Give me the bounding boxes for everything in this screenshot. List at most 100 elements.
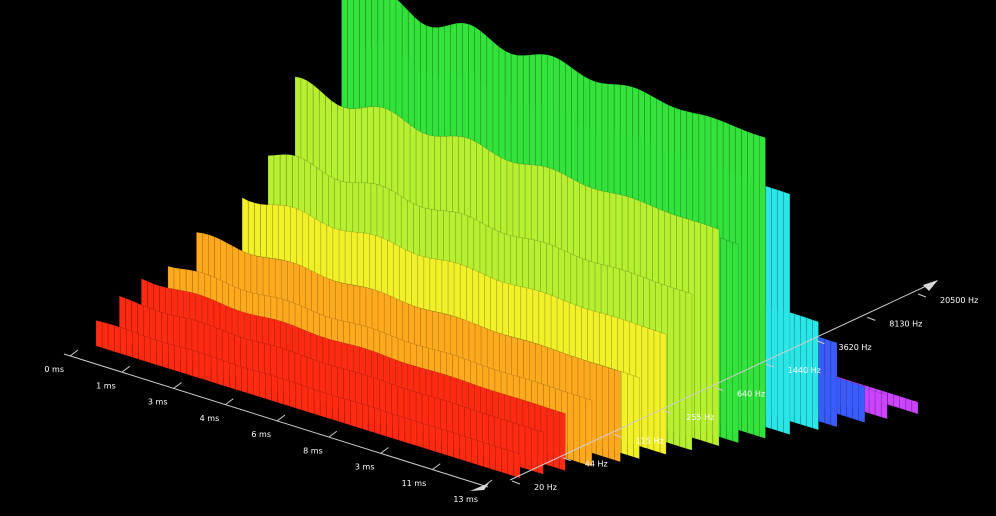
waterfall-panel	[156, 339, 163, 368]
waterfall-panel	[210, 355, 218, 385]
waterfall-panel	[471, 438, 478, 466]
waterfall-panel	[483, 442, 490, 469]
waterfall-panel	[265, 373, 272, 402]
waterfall-panel	[614, 369, 621, 463]
time-axis-arrow-icon	[470, 483, 489, 491]
waterfall-panel	[168, 343, 175, 371]
waterfall-panel	[558, 411, 566, 472]
frequency-axis-tick-label: 255 Hz	[686, 413, 714, 422]
waterfall-panel	[398, 415, 406, 443]
axes	[63, 280, 938, 491]
waterfall-panel	[732, 241, 739, 444]
waterfall-panel	[229, 362, 236, 390]
waterfall-panel	[585, 397, 593, 467]
waterfall-panel	[783, 191, 791, 435]
time-axis-tick-label: 11 ms	[402, 479, 427, 488]
waterfall-panel	[741, 128, 748, 434]
time-axis-tick	[121, 365, 131, 373]
waterfall-panel	[868, 388, 876, 416]
time-axis-tick-label: 1 ms	[96, 381, 116, 390]
waterfall-panel	[235, 364, 242, 392]
waterfall-panel	[95, 320, 103, 349]
time-axis-tick	[483, 479, 493, 487]
waterfall-panel	[858, 384, 866, 423]
waterfall-panel	[271, 375, 278, 403]
waterfall-panel	[524, 425, 532, 471]
waterfall-panel	[573, 394, 581, 464]
waterfall-panel	[356, 401, 363, 430]
frequency-axis-tick	[816, 340, 825, 345]
waterfall-panel	[530, 427, 538, 473]
waterfall-panel	[132, 331, 139, 360]
waterfall-panel	[726, 239, 733, 442]
waterfall-panel	[216, 358, 224, 386]
waterfall-panel	[706, 224, 714, 445]
waterfall-panel	[307, 386, 315, 415]
waterfall-panel	[338, 396, 345, 424]
waterfall-panel	[679, 289, 687, 449]
time-axis-tick	[328, 430, 338, 438]
waterfall-panel	[546, 407, 554, 468]
waterfall-panel	[887, 392, 895, 407]
waterfall-panel	[905, 397, 913, 413]
waterfall-panel	[453, 432, 460, 460]
waterfall-panel	[386, 411, 394, 439]
time-axis-tick	[276, 414, 286, 422]
time-axis-tick	[431, 463, 441, 471]
waterfall-panel	[495, 446, 503, 473]
waterfall-panel	[712, 226, 720, 447]
waterfall-panel	[350, 400, 357, 428]
waterfall-panel	[107, 323, 115, 353]
waterfall-panel	[283, 378, 291, 407]
waterfall-panel	[325, 392, 333, 420]
waterfall-panel	[465, 436, 472, 464]
frequency-axis-tick-label: 640 Hz	[737, 390, 765, 399]
waterfall-panel	[186, 348, 194, 377]
waterfall-panel	[507, 449, 515, 477]
frequency-axis-tick	[613, 433, 622, 438]
waterfall-panel	[241, 366, 248, 394]
waterfall-panel	[301, 384, 309, 413]
frequency-axis-tick	[917, 293, 927, 298]
waterfall-panel	[647, 327, 655, 452]
frequency-axis-tick-label: 44 Hz	[585, 460, 608, 469]
waterfall-panel	[765, 185, 772, 430]
waterfall-panel	[253, 370, 260, 398]
frequency-axis-tick-label: 8130 Hz	[889, 319, 922, 328]
frequency-axis-tick	[664, 410, 673, 415]
waterfall-panel	[344, 398, 351, 426]
time-axis-tick-label: 13 ms	[453, 495, 478, 504]
waterfall-panel	[422, 423, 430, 451]
time-axis-tick	[380, 447, 389, 454]
waterfall-panel	[899, 395, 907, 411]
time-axis-tick-label: 8 ms	[303, 446, 323, 455]
time-axis-line	[63, 353, 489, 488]
waterfall-panel	[313, 389, 321, 417]
waterfall-panel	[653, 329, 661, 453]
waterfall-panel	[204, 353, 212, 383]
waterfall-panel	[434, 426, 442, 454]
waterfall-panel	[846, 380, 854, 420]
waterfall-panel	[633, 375, 640, 460]
waterfall-panel	[777, 189, 785, 434]
frequency-axis-tick	[867, 316, 876, 321]
waterfall-panel	[459, 434, 466, 462]
waterfall-panel	[874, 390, 882, 418]
time-axis-tick	[173, 382, 182, 389]
waterfall-panel	[150, 337, 157, 366]
waterfall-panel	[441, 428, 448, 456]
frequency-axis-tick-label: 3620 Hz	[839, 343, 872, 352]
waterfall-panel	[259, 371, 266, 400]
frequency-axis-tick-label: 115 Hz	[636, 436, 664, 445]
waterfall-panel	[331, 394, 339, 422]
waterfall-panel	[812, 319, 819, 431]
waterfall-panel	[368, 405, 375, 434]
waterfall-panel	[911, 399, 919, 415]
time-axis-ticks: 0 ms 1 ms 3 ms 4 ms 6 ms 8 ms 3 ms 11 ms 13 ms	[44, 349, 493, 504]
waterfall-panel	[536, 429, 544, 475]
waterfall-panel	[824, 338, 832, 426]
waterfall-panel	[830, 340, 838, 428]
frequency-axis-line	[509, 280, 938, 481]
time-axis-tick-label: 6 ms	[251, 430, 271, 439]
waterfall-panel	[579, 396, 587, 465]
